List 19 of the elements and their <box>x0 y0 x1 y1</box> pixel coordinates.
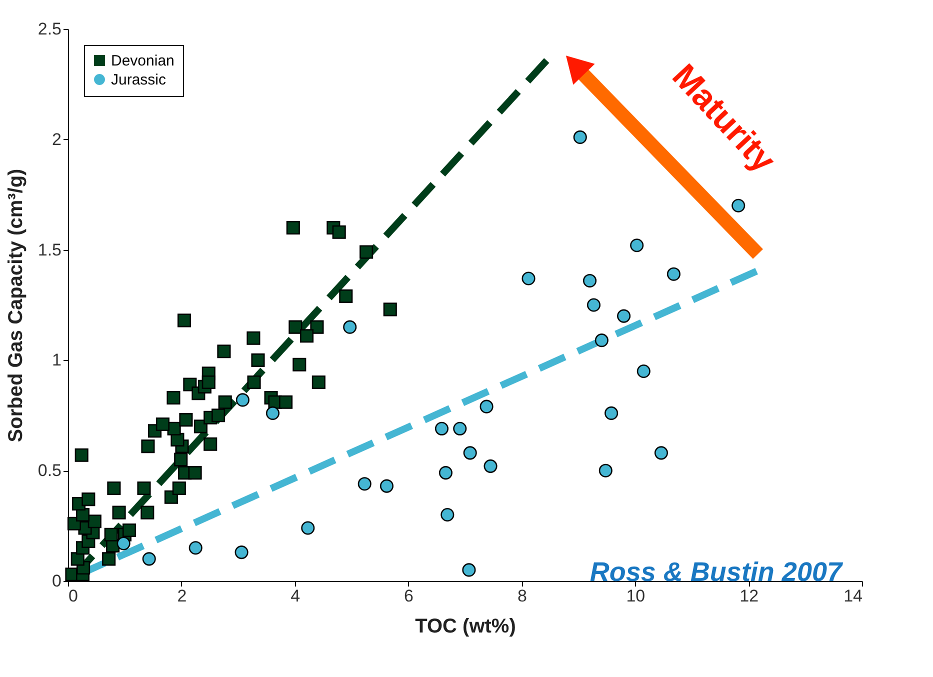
annotation: Ross & Bustin 2007 <box>590 557 844 587</box>
y-axis-title: Sorbed Gas Capacity (cm³/g) <box>4 168 27 442</box>
legend-label: Devonian <box>111 52 174 70</box>
y-tick-label: 0.5 <box>38 461 62 480</box>
x-tick-label: 6 <box>404 586 414 606</box>
x-tick-label: 14 <box>844 586 862 606</box>
y-tick-label: 2 <box>52 130 62 149</box>
x-tick-label: 4 <box>290 586 300 606</box>
y-tick-label: 1 <box>52 350 62 370</box>
x-tick-label: 2 <box>177 586 187 606</box>
x-tick-label: 8 <box>517 586 527 606</box>
y-tick-label: 2.5 <box>38 20 62 38</box>
y-tick-label: 1.5 <box>38 240 62 260</box>
legend-label: Jurassic <box>111 72 167 88</box>
y-tick-label: 0 <box>52 572 62 590</box>
x-tick-label: 10 <box>626 586 646 606</box>
x-tick-label: 0 <box>68 586 78 606</box>
x-tick-label: 12 <box>740 586 759 606</box>
x-axis-title: TOC (wt%) <box>415 616 516 638</box>
